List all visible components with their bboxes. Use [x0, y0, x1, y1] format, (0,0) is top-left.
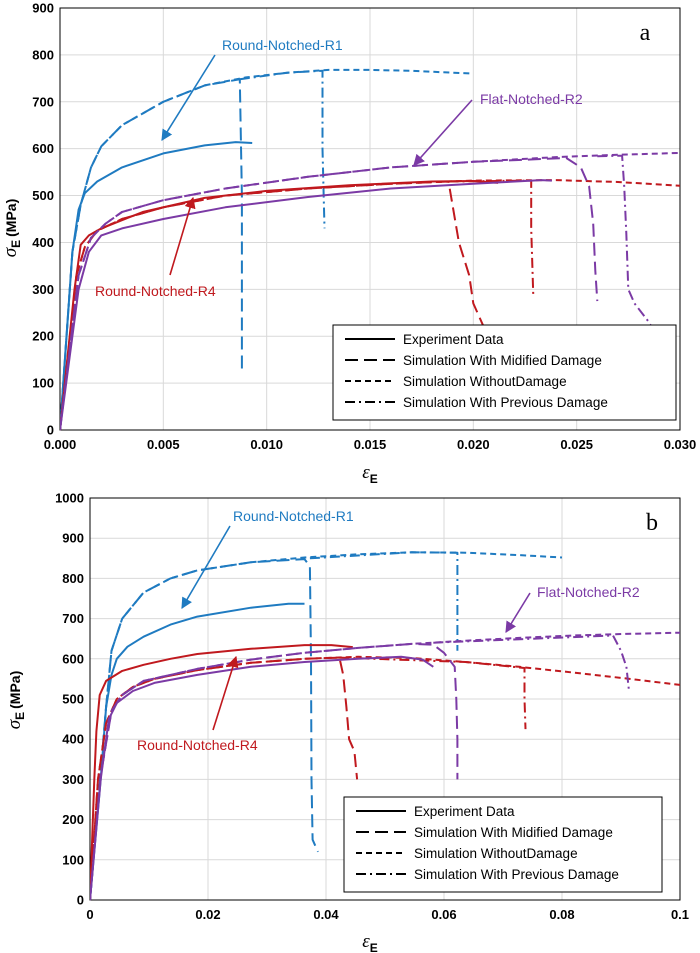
- y-tick-label: 0: [77, 893, 84, 908]
- y-tick-label: 300: [32, 282, 54, 297]
- annotation-label-r2: Flat-Notched-R2: [480, 91, 583, 107]
- series-line-r4-short-dash: [60, 179, 681, 431]
- x-tick-label: 0.1: [671, 907, 689, 922]
- y-axis-unit: (MPa): [3, 199, 19, 237]
- legend-label-experiment: Experiment Data: [414, 804, 515, 819]
- annotation-label-r4: Round-Notched-R4: [137, 737, 258, 753]
- y-tick-label: 200: [32, 329, 54, 344]
- y-tick-label: 200: [62, 812, 84, 827]
- legend-box: [343, 796, 663, 893]
- series-line-r2-short-dash: [60, 151, 681, 431]
- x-tick-label: 0.030: [664, 437, 697, 452]
- annotation-arrow-r4: [212, 655, 239, 731]
- x-tick-label: 0.06: [431, 907, 456, 922]
- x-axis-subscript: E: [370, 472, 378, 486]
- y-tick-label: 500: [32, 188, 54, 203]
- legend-label-previous: Simulation With Previous Damage: [403, 395, 608, 410]
- legend-label-without: Simulation WithoutDamage: [414, 846, 578, 861]
- series-line-r1-short-dash: [60, 68, 474, 431]
- x-tick-label: 0.08: [549, 907, 574, 922]
- annotation-arrow-r2: [505, 592, 531, 633]
- plot-frame: [59, 7, 681, 431]
- legend-label-experiment: Experiment Data: [403, 332, 504, 347]
- x-tick-label: 0.015: [354, 437, 387, 452]
- y-tick-label: 900: [32, 1, 54, 16]
- panel-label: a: [640, 20, 651, 46]
- series-line-r4-dash-dot: [339, 656, 527, 730]
- y-axis-label: σE (MPa): [4, 671, 27, 730]
- annotation-label-r1: Round-Notched-R1: [233, 508, 354, 524]
- series-line-r1-short-dash: [90, 551, 563, 901]
- y-axis-label: σE (MPa): [0, 199, 23, 258]
- x-tick-label: 0.000: [44, 437, 77, 452]
- y-axis-unit: (MPa): [7, 671, 23, 709]
- chart-panel-a: 0 100 200 300 400 500 600 700 800 900 0.000 0.005 0.…: [0, 1, 696, 487]
- x-tick-label: 0: [86, 907, 93, 922]
- y-tick-label: 300: [62, 772, 84, 787]
- y-tick-label: 100: [62, 852, 84, 867]
- x-tick-label: 0.005: [147, 437, 180, 452]
- x-tick-label: 0.020: [457, 437, 490, 452]
- legend: Experiment Data Simulation With Midified …: [343, 796, 663, 893]
- y-tick-label: 800: [62, 571, 84, 586]
- series-line-r2-dash-dot: [433, 634, 630, 692]
- x-tick-label: 0.010: [250, 437, 283, 452]
- y-tick-label: 1000: [55, 491, 84, 506]
- annotation-arrow-r2: [413, 99, 473, 166]
- x-tick-label: 0.04: [313, 907, 339, 922]
- plot-frame: [89, 497, 681, 901]
- series-line-r4-dash-dot: [448, 179, 535, 297]
- y-axis-subscript: E: [13, 712, 27, 720]
- series-line-r2-solid: [90, 655, 434, 901]
- y-axis-symbol: σ: [0, 247, 21, 257]
- legend-box: [332, 324, 677, 421]
- y-tick-label: 700: [62, 611, 84, 626]
- y-tick-label: 600: [32, 141, 54, 156]
- y-tick-label: 400: [32, 235, 54, 250]
- x-tick-label: 0.02: [195, 907, 220, 922]
- chart-panel-b: 0 100 200 300 400 500 600 700 800 900 1000 0 0.02 0.0…: [4, 491, 689, 953]
- legend-label-previous: Simulation With Previous Damage: [414, 867, 619, 882]
- series-line-r2-solid: [60, 179, 552, 431]
- legend-label-without: Simulation WithoutDamage: [403, 374, 567, 389]
- y-axis-symbol: σ: [4, 719, 25, 729]
- y-tick-label: 700: [32, 94, 54, 109]
- y-tick-label: 100: [32, 376, 54, 391]
- legend: Experiment Data Simulation With Midified …: [332, 324, 677, 421]
- x-axis-subscript: E: [370, 941, 378, 953]
- x-axis-label: εE: [362, 462, 378, 486]
- series-group: [90, 551, 681, 901]
- y-tick-label: 500: [62, 692, 84, 707]
- x-axis-symbol: ε: [362, 462, 370, 483]
- legend-label-modified: Simulation With Midified Damage: [403, 353, 602, 368]
- annotation-label-r2: Flat-Notched-R2: [537, 584, 640, 600]
- series-line-r2-long-dash: [60, 157, 599, 431]
- series-group: [60, 68, 681, 431]
- x-tick-label: 0.025: [560, 437, 593, 452]
- y-tick-label: 600: [62, 651, 84, 666]
- y-tick-label: 400: [62, 732, 84, 747]
- series-line-r1-dash-dot: [309, 551, 459, 651]
- x-axis-symbol: ε: [362, 931, 370, 952]
- y-axis-subscript: E: [9, 240, 23, 248]
- series-line-r1-long-dash: [90, 558, 319, 901]
- annotation-arrow-r4: [169, 196, 196, 276]
- series-line-r2-dash-dot: [597, 154, 665, 351]
- panel-label: b: [646, 510, 658, 536]
- series-line-r4-solid: [90, 644, 353, 901]
- annotation-label-r4: Round-Notched-R4: [95, 283, 216, 299]
- annotation-arrow-r1: [161, 54, 216, 141]
- x-axis-label: εE: [362, 931, 378, 953]
- y-tick-label: 800: [32, 47, 54, 62]
- annotation-arrow-r1: [181, 525, 231, 609]
- annotation-label-r1: Round-Notched-R1: [222, 37, 343, 53]
- y-tick-label: 0: [47, 423, 54, 438]
- legend-label-modified: Simulation With Midified Damage: [414, 825, 613, 840]
- y-tick-label: 900: [62, 531, 84, 546]
